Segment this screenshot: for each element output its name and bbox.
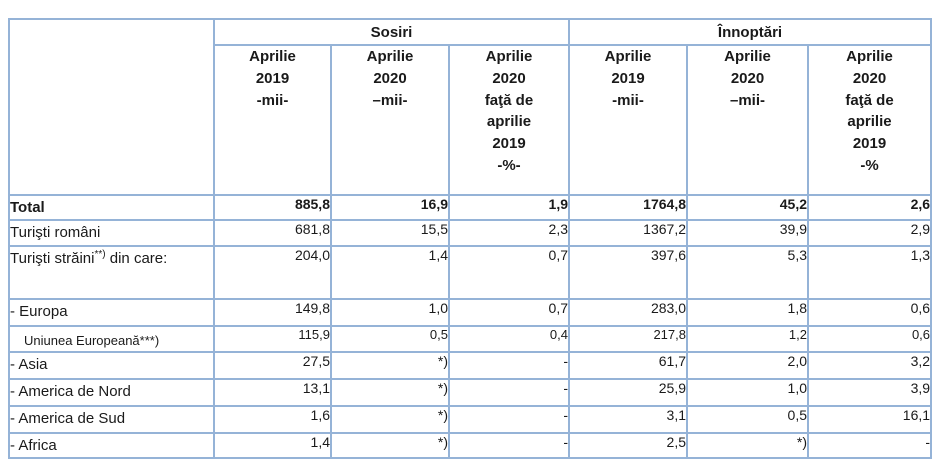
cell-value: 1,0 [686, 377, 809, 407]
table-row-turisti-romani: Turişti români 681,8 15,5 2,3 1367,2 39,… [8, 219, 933, 247]
cell-value: 2,9 [806, 219, 933, 247]
cell-value: 0,5 [330, 324, 450, 353]
cell-value: 1,2 [686, 324, 809, 353]
cell-value: 397,6 [568, 244, 688, 300]
table-row-asia: - Asia 27,5 *) - 61,7 2,0 3,2 [8, 350, 933, 380]
column-header-sosiri-aprilie-2020: Aprilie 2020 –mii- [330, 44, 450, 196]
cell-value: 15,5 [330, 219, 450, 247]
row-label-turisti-straini: Turişti străini**) din care: [8, 244, 215, 300]
cell-value: 2,5 [568, 431, 688, 459]
cell-value: 45,2 [686, 193, 809, 222]
table-row-america-de-sud: - America de Sud 1,6 *) - 3,1 0,5 16,1 [8, 404, 933, 434]
cell-value: 283,0 [568, 297, 688, 327]
table-row-total: Total 885,8 16,9 1,9 1764,8 45,2 2,6 [8, 193, 933, 222]
cell-value: 0,6 [806, 324, 933, 353]
table-row-america-de-nord: - America de Nord 13,1 *) - 25,9 1,0 3,9 [8, 377, 933, 407]
cell-value: 16,1 [806, 404, 933, 434]
cell-value: 149,8 [213, 297, 332, 327]
row-label-europa: - Europa [8, 297, 215, 327]
cell-value: - [448, 404, 570, 434]
group-header-sosiri: Sosiri [213, 18, 570, 46]
column-header-innoptari-ratio: Aprilie 2020 faţă de aprilie 2019 -% [806, 44, 933, 196]
cell-value: 0,6 [806, 297, 933, 327]
cell-value: 39,9 [686, 219, 809, 247]
cell-value: 3,2 [806, 350, 933, 380]
cell-value: 13,1 [213, 377, 332, 407]
cell-value: - [448, 431, 570, 459]
cell-value: 204,0 [213, 244, 332, 300]
cell-value: 27,5 [213, 350, 332, 380]
row-label-turisti-romani: Turişti români [8, 219, 215, 247]
cell-value: 217,8 [568, 324, 688, 353]
label-text: Turişti străini [10, 249, 95, 267]
row-label-asia: - Asia [8, 350, 215, 380]
cell-value: 2,6 [806, 193, 933, 222]
column-header-sosiri-aprilie-2019: Aprilie 2019 -mii- [213, 44, 332, 196]
column-header-innoptari-aprilie-2020: Aprilie 2020 –mii- [686, 44, 809, 196]
row-label-africa: - Africa [8, 431, 215, 459]
column-header-sosiri-ratio: Aprilie 2020 faţă de aprilie 2019 -%- [448, 44, 570, 196]
cell-value: - [806, 431, 933, 459]
cell-value: 885,8 [213, 193, 332, 222]
cell-value: 681,8 [213, 219, 332, 247]
tourism-statistics-table-container: Sosiri Înnoptări Aprilie 2019 -mii- Apri… [8, 18, 933, 459]
cell-value: 3,9 [806, 377, 933, 407]
cell-value: 2,0 [686, 350, 809, 380]
corner-empty-cell [8, 18, 215, 196]
cell-value: 1,4 [330, 244, 450, 300]
cell-value: 115,9 [213, 324, 332, 353]
cell-value: - [448, 377, 570, 407]
cell-value: *) [330, 404, 450, 434]
cell-value: 61,7 [568, 350, 688, 380]
cell-value: 0,7 [448, 244, 570, 300]
cell-value: 1,9 [448, 193, 570, 222]
tourism-statistics-table: Sosiri Înnoptări Aprilie 2019 -mii- Apri… [8, 18, 933, 459]
table-row-europa: - Europa 149,8 1,0 0,7 283,0 1,8 0,6 [8, 297, 933, 327]
row-label-total: Total [8, 193, 215, 222]
cell-value: 5,3 [686, 244, 809, 300]
row-label-uniunea-europeana: Uniunea Europeană***) [8, 324, 215, 353]
cell-value: 1,6 [213, 404, 332, 434]
table-row-africa: - Africa 1,4 *) - 2,5 *) - [8, 431, 933, 459]
table-row-uniunea-europeana: Uniunea Europeană***) 115,9 0,5 0,4 217,… [8, 324, 933, 353]
cell-value: *) [330, 431, 450, 459]
cell-value: 1,4 [213, 431, 332, 459]
cell-value: 1,0 [330, 297, 450, 327]
row-label-america-de-nord: - America de Nord [8, 377, 215, 407]
cell-value: 0,5 [686, 404, 809, 434]
cell-value: 1,8 [686, 297, 809, 327]
cell-value: 1367,2 [568, 219, 688, 247]
cell-value: *) [330, 350, 450, 380]
row-label-america-de-sud: - America de Sud [8, 404, 215, 434]
group-header-innoptari: Înnoptări [567, 18, 933, 46]
label-text: din care: [105, 249, 168, 267]
cell-value: *) [686, 431, 809, 459]
cell-value: 0,4 [448, 324, 570, 353]
cell-value: 0,7 [448, 297, 570, 327]
cell-value: 25,9 [568, 377, 688, 407]
cell-value: 2,3 [448, 219, 570, 247]
cell-value: 3,1 [568, 404, 688, 434]
cell-value: 1,3 [806, 244, 933, 300]
cell-value: *) [330, 377, 450, 407]
column-header-innoptari-aprilie-2019: Aprilie 2019 -mii- [568, 44, 688, 196]
cell-value: - [448, 350, 570, 380]
table-row-turisti-straini: Turişti străini**) din care: 204,0 1,4 0… [8, 244, 933, 300]
footnote-marker: **) [94, 248, 106, 260]
cell-value: 1764,8 [568, 193, 688, 222]
cell-value: 16,9 [330, 193, 450, 222]
